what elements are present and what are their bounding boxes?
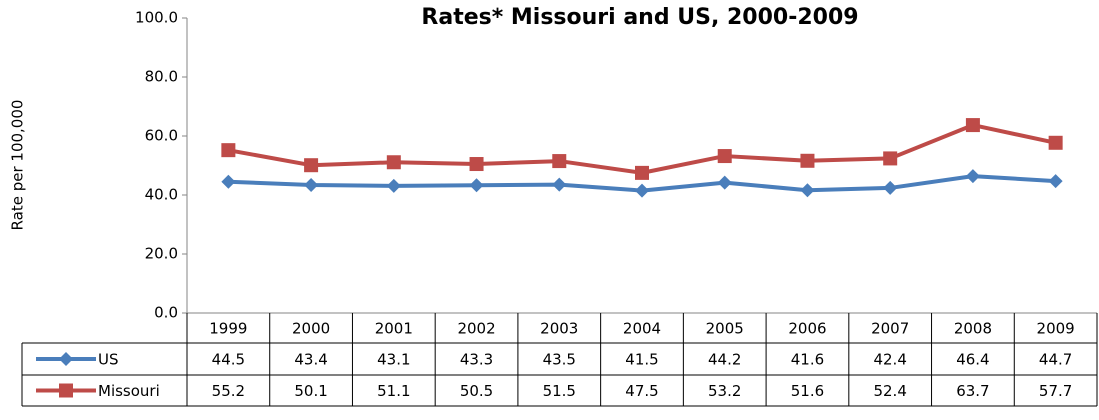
y-tick-label: 100.0 [135,9,178,27]
marker [386,178,401,193]
marker [1048,135,1063,150]
table-value: 43.5 [543,351,576,369]
table-value: 51.5 [543,382,576,400]
y-tick-label: 20.0 [145,245,178,263]
marker [221,174,236,189]
x-tick-label: 2009 [1037,320,1075,338]
marker [717,149,732,164]
marker [965,169,980,184]
marker [552,177,567,192]
x-tick-label: 1999 [209,320,247,338]
chart-title: Rates* Missouri and US, 2000-2009 [421,5,858,30]
table-value: 44.5 [212,351,245,369]
marker [552,154,567,169]
marker [386,155,401,170]
legend-label: US [98,351,119,369]
table-value: 57.7 [1039,382,1072,400]
y-tick-label: 0.0 [154,304,178,322]
table-value: 46.4 [956,351,989,369]
table-value: 63.7 [956,382,989,400]
y-axis-label: Rate per 100,000 [9,100,27,231]
table-value: 44.2 [708,351,741,369]
x-tick-label: 2000 [292,320,330,338]
table-value: 41.6 [791,351,824,369]
x-tick-label: 2003 [540,320,578,338]
table-value: 55.2 [212,382,245,400]
table-value: 51.1 [377,382,410,400]
x-tick-label: 2005 [706,320,744,338]
marker [635,165,649,180]
table-value: 52.4 [873,382,906,400]
marker [221,143,236,158]
marker [469,157,484,172]
marker [1048,174,1063,189]
table-value: 42.4 [873,351,906,369]
x-tick-label: 2007 [871,320,909,338]
x-tick-label: 2004 [623,320,661,338]
table-value: 53.2 [708,382,741,400]
y-tick-label: 60.0 [145,127,178,145]
marker [883,151,898,166]
x-tick-label: 2006 [788,320,826,338]
series-line [228,123,1057,175]
y-tick-label: 40.0 [145,186,178,204]
marker [304,158,319,173]
table-value: 43.4 [294,351,327,369]
table-value: 50.5 [460,382,493,400]
x-tick-label: 2001 [375,320,413,338]
marker [717,175,732,190]
table-value: 44.7 [1039,351,1072,369]
legend-marker [59,383,73,398]
marker [635,183,649,198]
marker [800,153,815,168]
table-value: 41.5 [625,351,658,369]
marker [883,180,898,195]
table-value: 47.5 [625,382,658,400]
marker [800,183,815,198]
table-value: 51.6 [791,382,824,400]
marker [469,178,484,193]
table-value: 43.3 [460,351,493,369]
table-value: 43.1 [377,351,410,369]
y-tick-label: 80.0 [145,68,178,86]
x-tick-label: 2002 [457,320,495,338]
x-tick-label: 2008 [954,320,992,338]
table-value: 50.1 [294,382,327,400]
legend-marker [59,352,73,366]
marker [304,177,319,192]
legend-label: Missouri [98,382,160,400]
marker [965,118,980,133]
